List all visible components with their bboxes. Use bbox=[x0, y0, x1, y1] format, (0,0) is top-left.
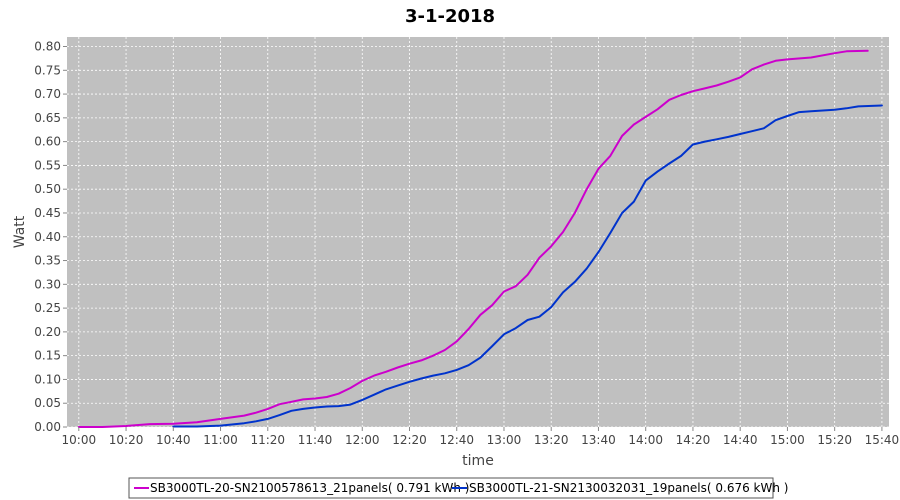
x-tick-label: 13:20 bbox=[534, 433, 569, 447]
x-axis: 10:00 10:20 10:40 11:00 11:20 11:40 12:00 12:20… bbox=[62, 427, 900, 447]
y-tick-label: 0.30 bbox=[34, 277, 61, 291]
legend-label-series-1: SB3000TL-20-SN2100578613_21panels( 0.791… bbox=[150, 481, 469, 495]
y-tick-label: 0.75 bbox=[34, 63, 61, 77]
x-tick-label: 10:40 bbox=[156, 433, 191, 447]
y-axis: 0.00 0.05 0.10 0.15 0.20 0.25 0.30 0.35 0.40 0.45… bbox=[34, 40, 67, 434]
y-tick-label: 0.00 bbox=[34, 420, 61, 434]
y-tick-label: 0.05 bbox=[34, 396, 61, 410]
y-tick-label: 0.65 bbox=[34, 111, 61, 125]
x-tick-label: 14:20 bbox=[676, 433, 711, 447]
grid-lines bbox=[67, 37, 889, 428]
series-line-2 bbox=[172, 104, 883, 428]
x-tick-label: 10:20 bbox=[109, 433, 144, 447]
y-tick-label: 0.50 bbox=[34, 182, 61, 196]
chart-title: 3-1-2018 bbox=[405, 6, 495, 27]
x-tick-label: 15:20 bbox=[817, 433, 852, 447]
y-tick-label: 0.70 bbox=[34, 87, 61, 101]
x-tick-label: 10:00 bbox=[62, 433, 97, 447]
x-tick-label: 11:40 bbox=[298, 433, 333, 447]
legend: SB3000TL-20-SN2100578613_21panels( 0.791… bbox=[128, 477, 788, 499]
x-tick-label: 13:00 bbox=[487, 433, 522, 447]
y-axis-title: Watt bbox=[12, 215, 28, 248]
x-tick-label: 12:00 bbox=[345, 433, 380, 447]
y-tick-label: 0.80 bbox=[34, 40, 61, 54]
x-tick-label: 11:00 bbox=[203, 433, 238, 447]
y-tick-label: 0.40 bbox=[34, 230, 61, 244]
y-tick-label: 0.20 bbox=[34, 325, 61, 339]
x-axis-title: time bbox=[462, 453, 494, 469]
legend-box bbox=[128, 477, 774, 499]
x-tick-label: 14:40 bbox=[723, 433, 758, 447]
y-tick-label: 0.25 bbox=[34, 301, 61, 315]
legend-label-series-2: SB3000TL-21-SN2130032031_19panels( 0.676… bbox=[469, 481, 788, 495]
x-tick-label: 12:20 bbox=[392, 433, 427, 447]
x-tick-label: 15:40 bbox=[865, 433, 900, 447]
y-tick-label: 0.55 bbox=[34, 158, 61, 172]
series-line-1 bbox=[77, 49, 869, 428]
x-tick-label: 11:20 bbox=[250, 433, 285, 447]
plot-area bbox=[67, 37, 889, 427]
x-tick-label: 13:40 bbox=[581, 433, 616, 447]
y-tick-label: 0.35 bbox=[34, 254, 61, 268]
x-tick-label: 14:00 bbox=[628, 433, 663, 447]
y-tick-label: 0.15 bbox=[34, 349, 61, 363]
y-tick-label: 0.10 bbox=[34, 372, 61, 386]
x-tick-label: 12:40 bbox=[439, 433, 474, 447]
y-tick-label: 0.60 bbox=[34, 135, 61, 149]
y-tick-label: 0.45 bbox=[34, 206, 61, 220]
series-layer bbox=[77, 49, 883, 428]
x-tick-label: 15:00 bbox=[770, 433, 805, 447]
